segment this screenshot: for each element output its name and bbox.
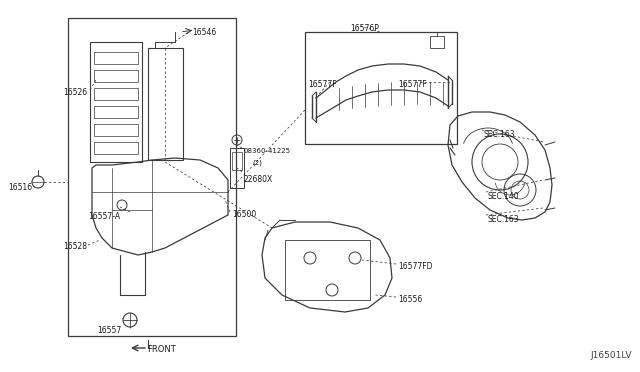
Text: J16501LV: J16501LV (591, 351, 632, 360)
Text: 16528: 16528 (63, 242, 87, 251)
Text: 16500: 16500 (232, 210, 256, 219)
Bar (94, 88, 138, 100)
Text: 16516: 16516 (8, 183, 32, 192)
Bar (94, 70, 138, 82)
Bar (230, 148, 244, 188)
Bar (94, 52, 138, 64)
Bar (68, 18, 236, 336)
Text: 16577FD: 16577FD (398, 262, 433, 271)
Bar (90, 42, 142, 162)
Text: 22680X: 22680X (244, 175, 273, 184)
Text: 16557: 16557 (97, 326, 121, 335)
Bar (430, 36, 444, 48)
Text: 16576P: 16576P (350, 24, 379, 33)
Text: 16577F: 16577F (308, 80, 337, 89)
Bar (305, 32, 457, 144)
Text: 16557-A: 16557-A (88, 212, 120, 221)
Text: 08360-41225: 08360-41225 (244, 148, 291, 154)
Bar (94, 124, 138, 136)
Text: 16546: 16546 (192, 28, 216, 37)
Text: (2): (2) (252, 160, 262, 167)
Bar (232, 152, 242, 170)
Text: SEC.163: SEC.163 (488, 215, 520, 224)
Text: 16556: 16556 (398, 295, 422, 304)
Bar (94, 106, 138, 118)
Text: SEC.163: SEC.163 (484, 130, 516, 139)
Text: SEC.140: SEC.140 (488, 192, 520, 201)
Bar (148, 48, 183, 160)
Bar (94, 142, 138, 154)
Text: FRONT: FRONT (147, 345, 176, 354)
Text: 16526: 16526 (63, 88, 87, 97)
Bar (285, 240, 370, 300)
Text: 16577F: 16577F (398, 80, 427, 89)
